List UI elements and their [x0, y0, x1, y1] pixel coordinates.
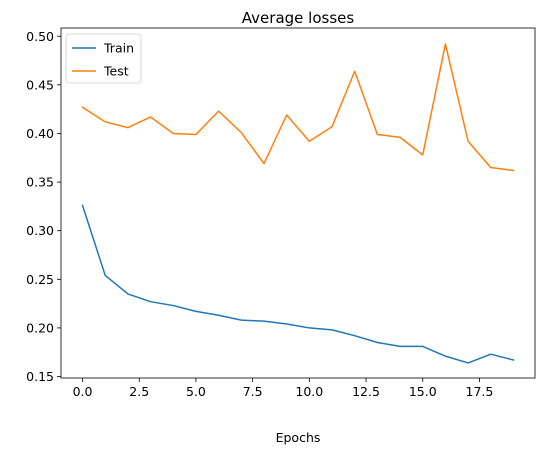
y-tick-label: 0.35 [26, 175, 54, 190]
x-axis-label: Epochs [276, 430, 321, 445]
axes-frame [60, 27, 536, 379]
x-tick-label: 0.0 [73, 384, 93, 399]
x-tick-label: 15.0 [409, 384, 437, 399]
series-line-train [81, 204, 515, 364]
x-tick-label: 7.5 [243, 384, 263, 399]
y-tick-label: 0.45 [26, 77, 54, 92]
x-tick-label: 10.0 [295, 384, 323, 399]
y-tick-label: 0.30 [26, 223, 54, 238]
legend-label-test: Test [103, 64, 129, 79]
x-tick-label: 17.5 [466, 384, 494, 399]
y-tick-label: 0.20 [26, 320, 54, 335]
legend-label-train: Train [103, 41, 134, 56]
y-tick-label: 0.25 [26, 272, 54, 287]
legend: Train Test [65, 33, 142, 84]
y-tick-label: 0.15 [26, 369, 54, 384]
series-lines [81, 43, 515, 364]
x-tick-label: 2.5 [129, 384, 149, 399]
series-line-test [81, 43, 515, 172]
y-tick-label: 0.40 [26, 126, 54, 141]
x-axis: 0.0 2.5 5.0 7.5 10.0 12.5 15.0 17.5 [73, 378, 494, 399]
x-tick-label: 12.5 [352, 384, 380, 399]
x-tick-label: 5.0 [186, 384, 206, 399]
y-axis: 0.15 0.20 0.25 0.30 0.35 0.40 0.45 0.50 [26, 29, 61, 384]
y-tick-label: 0.50 [26, 29, 54, 44]
chart-title: Average losses [242, 9, 355, 27]
